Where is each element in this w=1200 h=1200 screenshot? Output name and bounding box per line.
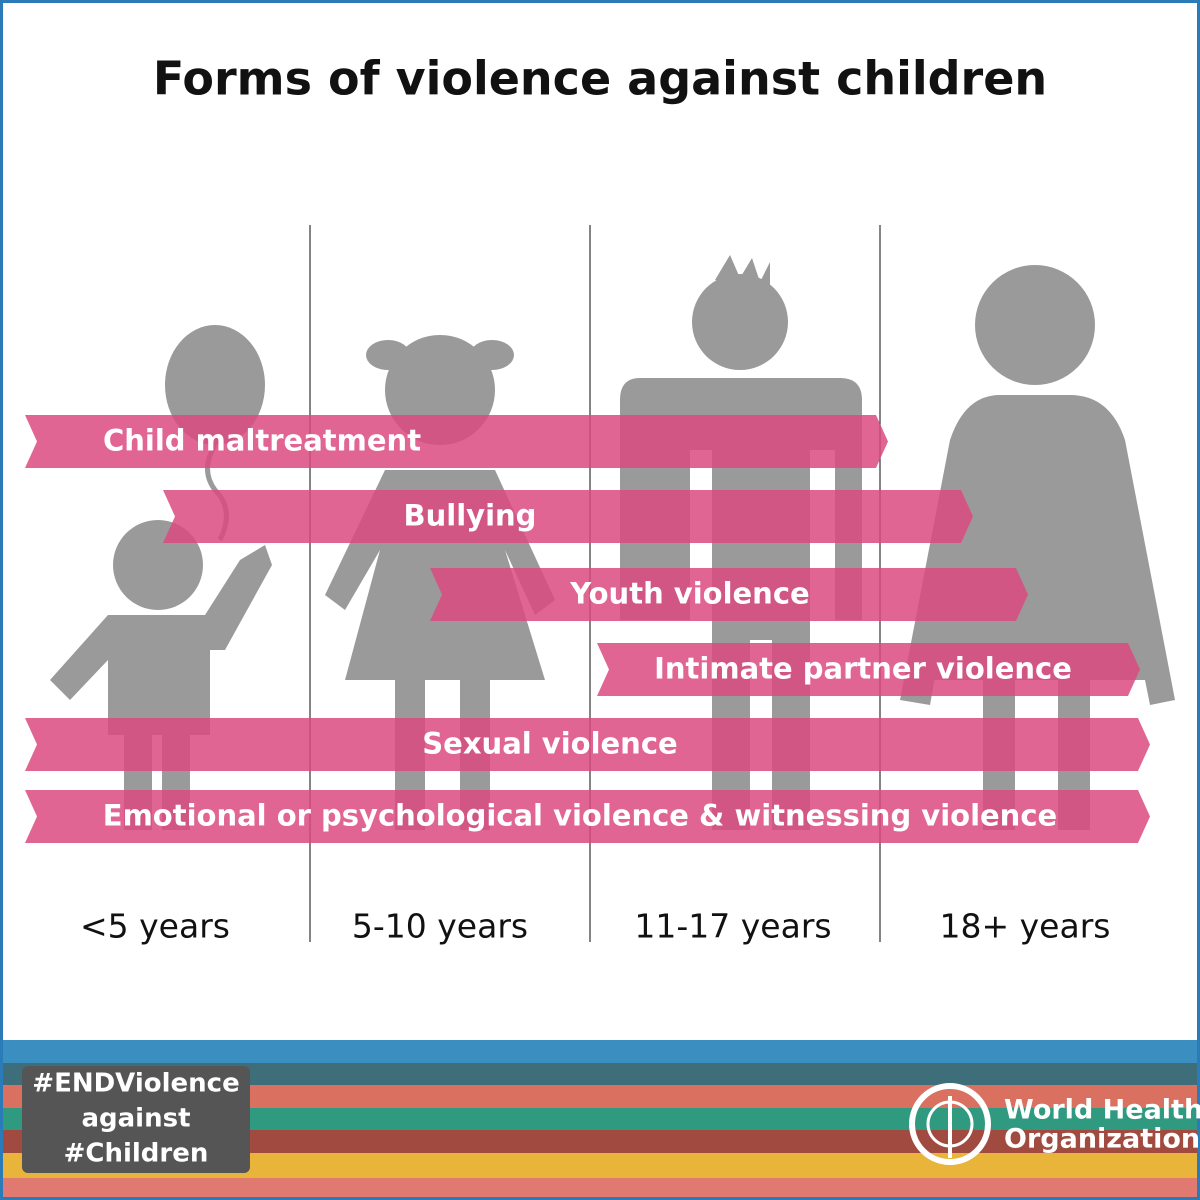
- band: [25, 415, 888, 468]
- band-label: Youth violence: [569, 577, 809, 611]
- age-label: 11-17 years: [634, 907, 831, 946]
- org-line: Organization: [1004, 1124, 1200, 1155]
- band-label: Emotional or psychological violence & wi…: [103, 799, 1057, 833]
- age-groups: <5 years 5-10 years 11-17 years 18+ year…: [80, 907, 1110, 946]
- age-label: 18+ years: [940, 907, 1111, 946]
- campaign-bg: [22, 1066, 250, 1173]
- age-label: 5-10 years: [352, 907, 528, 946]
- logo-emblem: [909, 1083, 991, 1165]
- campaign-box: #ENDViolence against #Children: [22, 1066, 250, 1173]
- band-label: Child maltreatment: [103, 424, 421, 458]
- band: [25, 718, 1150, 771]
- band: [597, 643, 1140, 696]
- band-label: Bullying: [404, 499, 537, 533]
- bands: Child maltreatment Bullying Youth violence…: [25, 415, 1150, 843]
- band-label: Sexual violence: [422, 727, 677, 761]
- title: Forms of violence against children: [153, 52, 1047, 106]
- band: [163, 490, 973, 543]
- age-label: <5 years: [80, 907, 230, 946]
- campaign-line: #Children: [64, 1139, 209, 1169]
- footer-stripes: [3, 1040, 1197, 1197]
- who-logo: World Health Organization: [909, 1083, 1200, 1165]
- band: [430, 568, 1028, 621]
- band-label: Intimate partner violence: [654, 652, 1072, 686]
- band: [25, 790, 1150, 843]
- campaign-line: against: [81, 1104, 190, 1134]
- org-line: World Health: [1004, 1095, 1200, 1126]
- campaign-line: #ENDViolence: [32, 1069, 239, 1099]
